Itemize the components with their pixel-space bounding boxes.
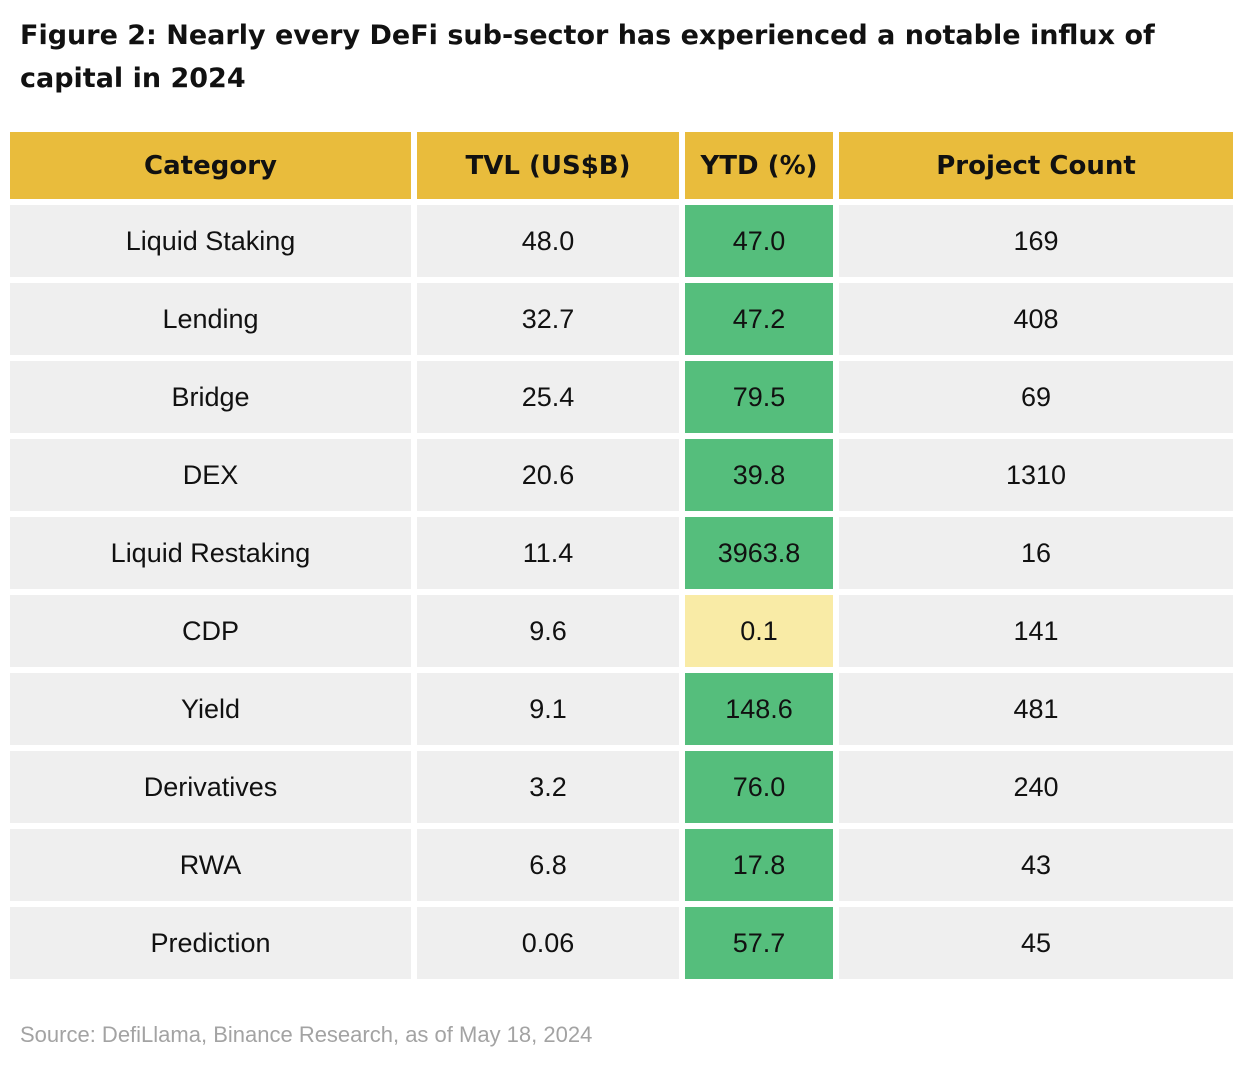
cell-tvl: 20.6 — [417, 439, 679, 511]
data-table: Category TVL (US$B) YTD (%) Project Coun… — [10, 132, 1233, 979]
source-note: Source: DefiLlama, Binance Research, as … — [20, 1022, 593, 1047]
cell-tvl: 6.8 — [417, 829, 679, 901]
cell-category: Prediction — [10, 907, 411, 979]
cell-ytd: 39.8 — [685, 439, 833, 511]
cell-project-count: 408 — [839, 283, 1233, 355]
cell-ytd: 3963.8 — [685, 517, 833, 589]
cell-ytd: 17.8 — [685, 829, 833, 901]
cell-category: DEX — [10, 439, 411, 511]
cell-ytd: 57.7 — [685, 907, 833, 979]
cell-category: Yield — [10, 673, 411, 745]
cell-ytd: 79.5 — [685, 361, 833, 433]
cell-project-count: 240 — [839, 751, 1233, 823]
figure-title: Figure 2: Nearly every DeFi sub-sector h… — [20, 20, 1155, 94]
cell-tvl: 25.4 — [417, 361, 679, 433]
cell-category: Liquid Staking — [10, 205, 411, 277]
cell-project-count: 481 — [839, 673, 1233, 745]
cell-project-count: 43 — [839, 829, 1233, 901]
column-header-project-count: Project Count — [839, 132, 1233, 199]
cell-ytd: 47.0 — [685, 205, 833, 277]
column-header-category: Category — [10, 132, 411, 199]
cell-project-count: 69 — [839, 361, 1233, 433]
cell-project-count: 141 — [839, 595, 1233, 667]
cell-project-count: 169 — [839, 205, 1233, 277]
cell-category: RWA — [10, 829, 411, 901]
cell-category: Derivatives — [10, 751, 411, 823]
cell-ytd: 47.2 — [685, 283, 833, 355]
cell-ytd: 148.6 — [685, 673, 833, 745]
column-header-tvl: TVL (US$B) — [417, 132, 679, 199]
cell-category: Lending — [10, 283, 411, 355]
cell-tvl: 48.0 — [417, 205, 679, 277]
cell-project-count: 1310 — [839, 439, 1233, 511]
cell-tvl: 9.6 — [417, 595, 679, 667]
cell-project-count: 16 — [839, 517, 1233, 589]
cell-ytd: 76.0 — [685, 751, 833, 823]
cell-ytd: 0.1 — [685, 595, 833, 667]
cell-category: Liquid Restaking — [10, 517, 411, 589]
column-header-ytd: YTD (%) — [685, 132, 833, 199]
cell-category: CDP — [10, 595, 411, 667]
cell-category: Bridge — [10, 361, 411, 433]
cell-tvl: 0.06 — [417, 907, 679, 979]
cell-tvl: 3.2 — [417, 751, 679, 823]
cell-tvl: 32.7 — [417, 283, 679, 355]
cell-project-count: 45 — [839, 907, 1233, 979]
cell-tvl: 9.1 — [417, 673, 679, 745]
cell-tvl: 11.4 — [417, 517, 679, 589]
